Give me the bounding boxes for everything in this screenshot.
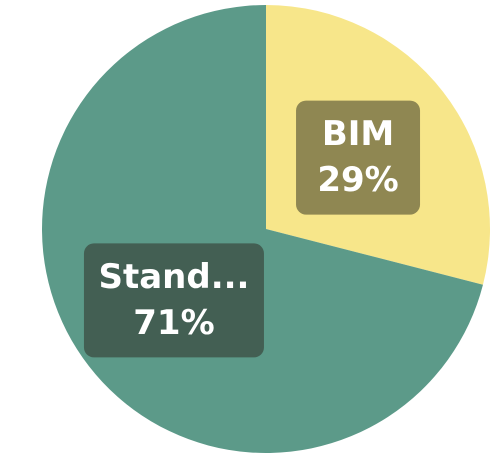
- slice-label-stand-: Stand... 71%: [83, 243, 264, 358]
- slice-category-label: BIM: [322, 114, 394, 154]
- slice-label-bim: BIM 29%: [296, 100, 421, 215]
- slice-label-box: [83, 243, 264, 358]
- slice-category-label: Stand...: [98, 257, 249, 297]
- slices-layer: [42, 5, 490, 453]
- labels-layer: BIM 29% Stand... 71%: [83, 100, 421, 358]
- slice-label-box: [296, 100, 421, 215]
- slice-percent-label: 71%: [133, 303, 214, 343]
- slice-percent-label: 29%: [317, 160, 398, 200]
